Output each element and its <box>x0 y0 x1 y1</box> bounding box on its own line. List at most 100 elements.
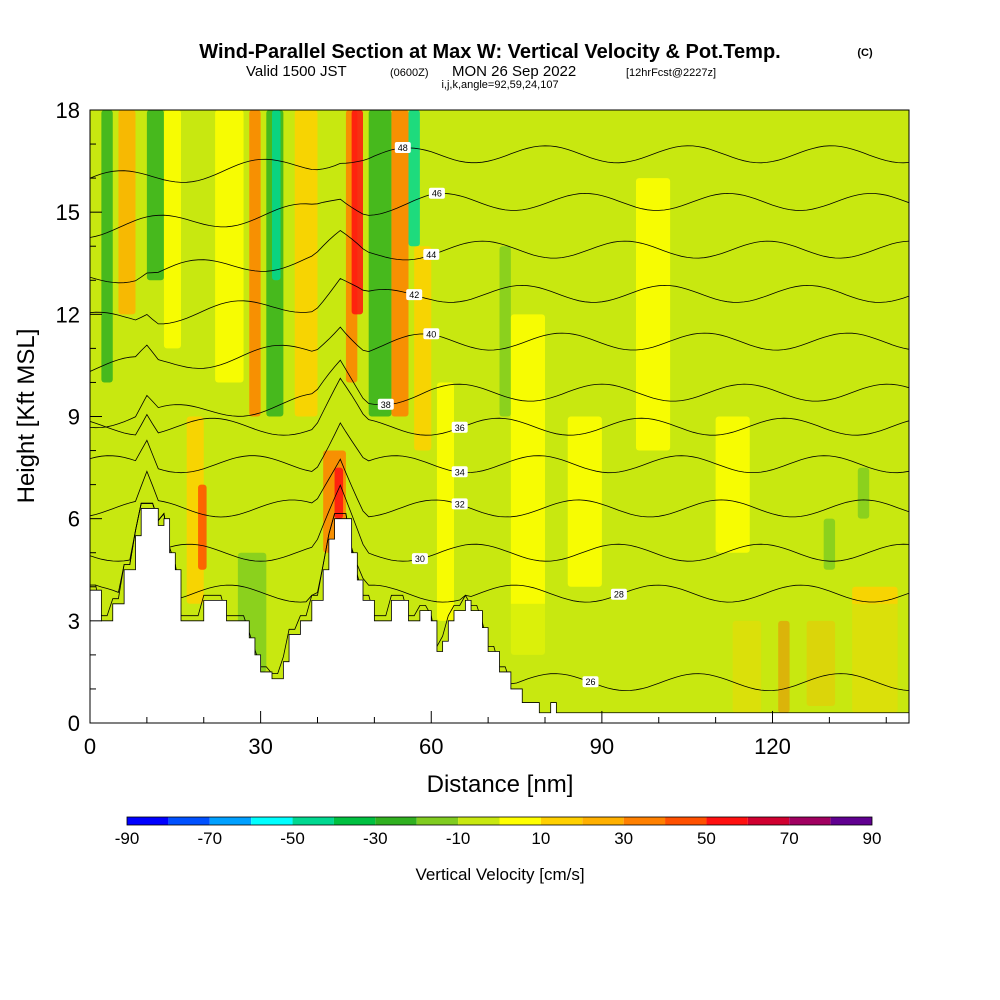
subtitle-date: MON 26 Sep 2022 <box>452 63 576 80</box>
field-streak <box>715 416 750 553</box>
theta-contour-28 <box>90 502 909 603</box>
theta-contour-30 <box>90 484 909 562</box>
contour-label-text: 44 <box>426 250 436 260</box>
contour-label-bg <box>377 398 394 410</box>
theta-contour-36 <box>90 377 909 436</box>
contour-label-text: 42 <box>409 290 419 300</box>
colorbar-swatch <box>830 817 872 825</box>
field-streak <box>118 110 136 315</box>
velocity-field <box>101 110 909 723</box>
field-streak <box>334 467 344 519</box>
contour-label-text: 38 <box>381 400 391 410</box>
colorbar-swatch <box>789 817 831 825</box>
chart-subtitle: Valid 1500 JST (0600Z) MON 26 Sep 2022 [… <box>246 63 716 80</box>
colorbar-swatch <box>623 817 666 825</box>
colorbar-swatch <box>251 817 293 825</box>
contour-label-bg <box>406 289 423 301</box>
colorbar-label: -70 <box>197 829 222 848</box>
field-streak <box>272 110 281 281</box>
theta-contour-42 <box>90 277 909 325</box>
contour-label-bg <box>428 187 445 199</box>
colorbar-swatch <box>209 817 252 825</box>
colorbar-label: -50 <box>280 829 305 848</box>
colorbar-swatch <box>665 817 707 825</box>
theta-contour-46 <box>90 192 909 238</box>
field-streak <box>351 110 363 315</box>
colorbar-label: 70 <box>780 829 799 848</box>
colorbar-title: Vertical Velocity [cm/s] <box>415 865 584 884</box>
colorbar-swatch <box>375 817 417 825</box>
copyright-mark: (C) <box>857 47 873 59</box>
theta-contour-label: 38 <box>377 398 394 410</box>
contour-label-text: 32 <box>455 499 465 509</box>
colorbar: -90 -70 -50 -30 -10 10 30 50 70 90 <box>115 816 882 848</box>
field-streak <box>510 314 545 655</box>
field-streak <box>215 110 244 383</box>
theta-contour-label: 46 <box>428 187 445 199</box>
x-axis-title: Distance [nm] <box>427 771 574 798</box>
field-low-layer <box>488 603 909 723</box>
field-streak <box>249 110 261 417</box>
x-tick-label: 90 <box>590 734 614 759</box>
theta-contour-label: 30 <box>411 553 428 565</box>
subtitle-forecast: [12hrFcst@2227z] <box>626 67 716 79</box>
contour-label-text: 34 <box>455 467 465 477</box>
colorbar-label: 30 <box>614 829 633 848</box>
contour-label-bg <box>423 328 440 340</box>
contour-label-text: 36 <box>455 423 465 433</box>
colorbar-label: 10 <box>531 829 550 848</box>
field-streak <box>499 246 511 417</box>
y-axis-title: Height [Kft MSL] <box>13 329 40 504</box>
x-tick-label: 30 <box>248 734 272 759</box>
theta-contour-labels: 26 28 30 32 34 36 38 40 42 44 46 48 <box>377 142 627 688</box>
y-tick-label: 18 <box>56 98 80 123</box>
subtitle-utc: (0600Z) <box>390 67 429 79</box>
theta-contour-48 <box>90 145 909 183</box>
contour-label-text: 28 <box>614 590 624 600</box>
y-tick-label: 3 <box>68 609 80 634</box>
terrain <box>90 508 909 723</box>
contour-label-text: 46 <box>432 189 442 199</box>
field-streak <box>198 484 207 570</box>
contour-label-text: 40 <box>426 329 436 339</box>
y-tick-label: 12 <box>56 302 80 327</box>
theta-contour-label: 28 <box>610 588 627 600</box>
chart-title: Wind-Parallel Section at Max W: Vertical… <box>199 41 780 63</box>
field-streak <box>436 382 454 621</box>
theta-contour-label: 48 <box>394 142 411 153</box>
colorbar-swatch <box>458 817 500 825</box>
contour-label-bg <box>610 588 627 600</box>
contour-label-text: 30 <box>415 554 425 564</box>
theta-contour-34 <box>90 422 909 474</box>
theta-contour-label: 36 <box>451 421 468 433</box>
contour-label-bg <box>582 676 599 688</box>
colorbar-swatch <box>168 817 210 825</box>
field-streak <box>636 178 671 451</box>
theta-contour-label: 40 <box>423 328 440 340</box>
colorbar-label: 90 <box>863 829 882 848</box>
contour-label-bg <box>394 142 411 153</box>
chart-params: i,j,k,angle=92,59,24,107 <box>441 79 558 91</box>
colorbar-label: 50 <box>697 829 716 848</box>
y-tick-label: 9 <box>68 405 80 430</box>
colorbar-label: -90 <box>115 829 140 848</box>
colorbar-label: -10 <box>446 829 471 848</box>
plot-area: 26 28 30 32 34 36 38 40 42 44 46 48 <box>90 110 909 723</box>
theta-contour-label: 32 <box>451 498 468 510</box>
field-streak <box>163 110 181 349</box>
colorbar-label: -30 <box>363 829 388 848</box>
colorbar-swatch <box>706 817 748 825</box>
colorbar-swatch <box>582 817 624 825</box>
x-tick-label: 60 <box>419 734 443 759</box>
contour-label-bg <box>451 421 468 433</box>
theta-contour-label: 44 <box>423 248 440 260</box>
x-tick-label: 120 <box>754 734 791 759</box>
contour-label-text: 26 <box>585 677 595 687</box>
field-streak <box>391 110 409 417</box>
contour-label-bg <box>451 466 468 478</box>
colorbar-swatch <box>127 817 169 825</box>
colorbar-frame <box>126 816 873 826</box>
y-tick-label: 6 <box>68 507 80 532</box>
theta-contour-label: 42 <box>406 289 423 301</box>
